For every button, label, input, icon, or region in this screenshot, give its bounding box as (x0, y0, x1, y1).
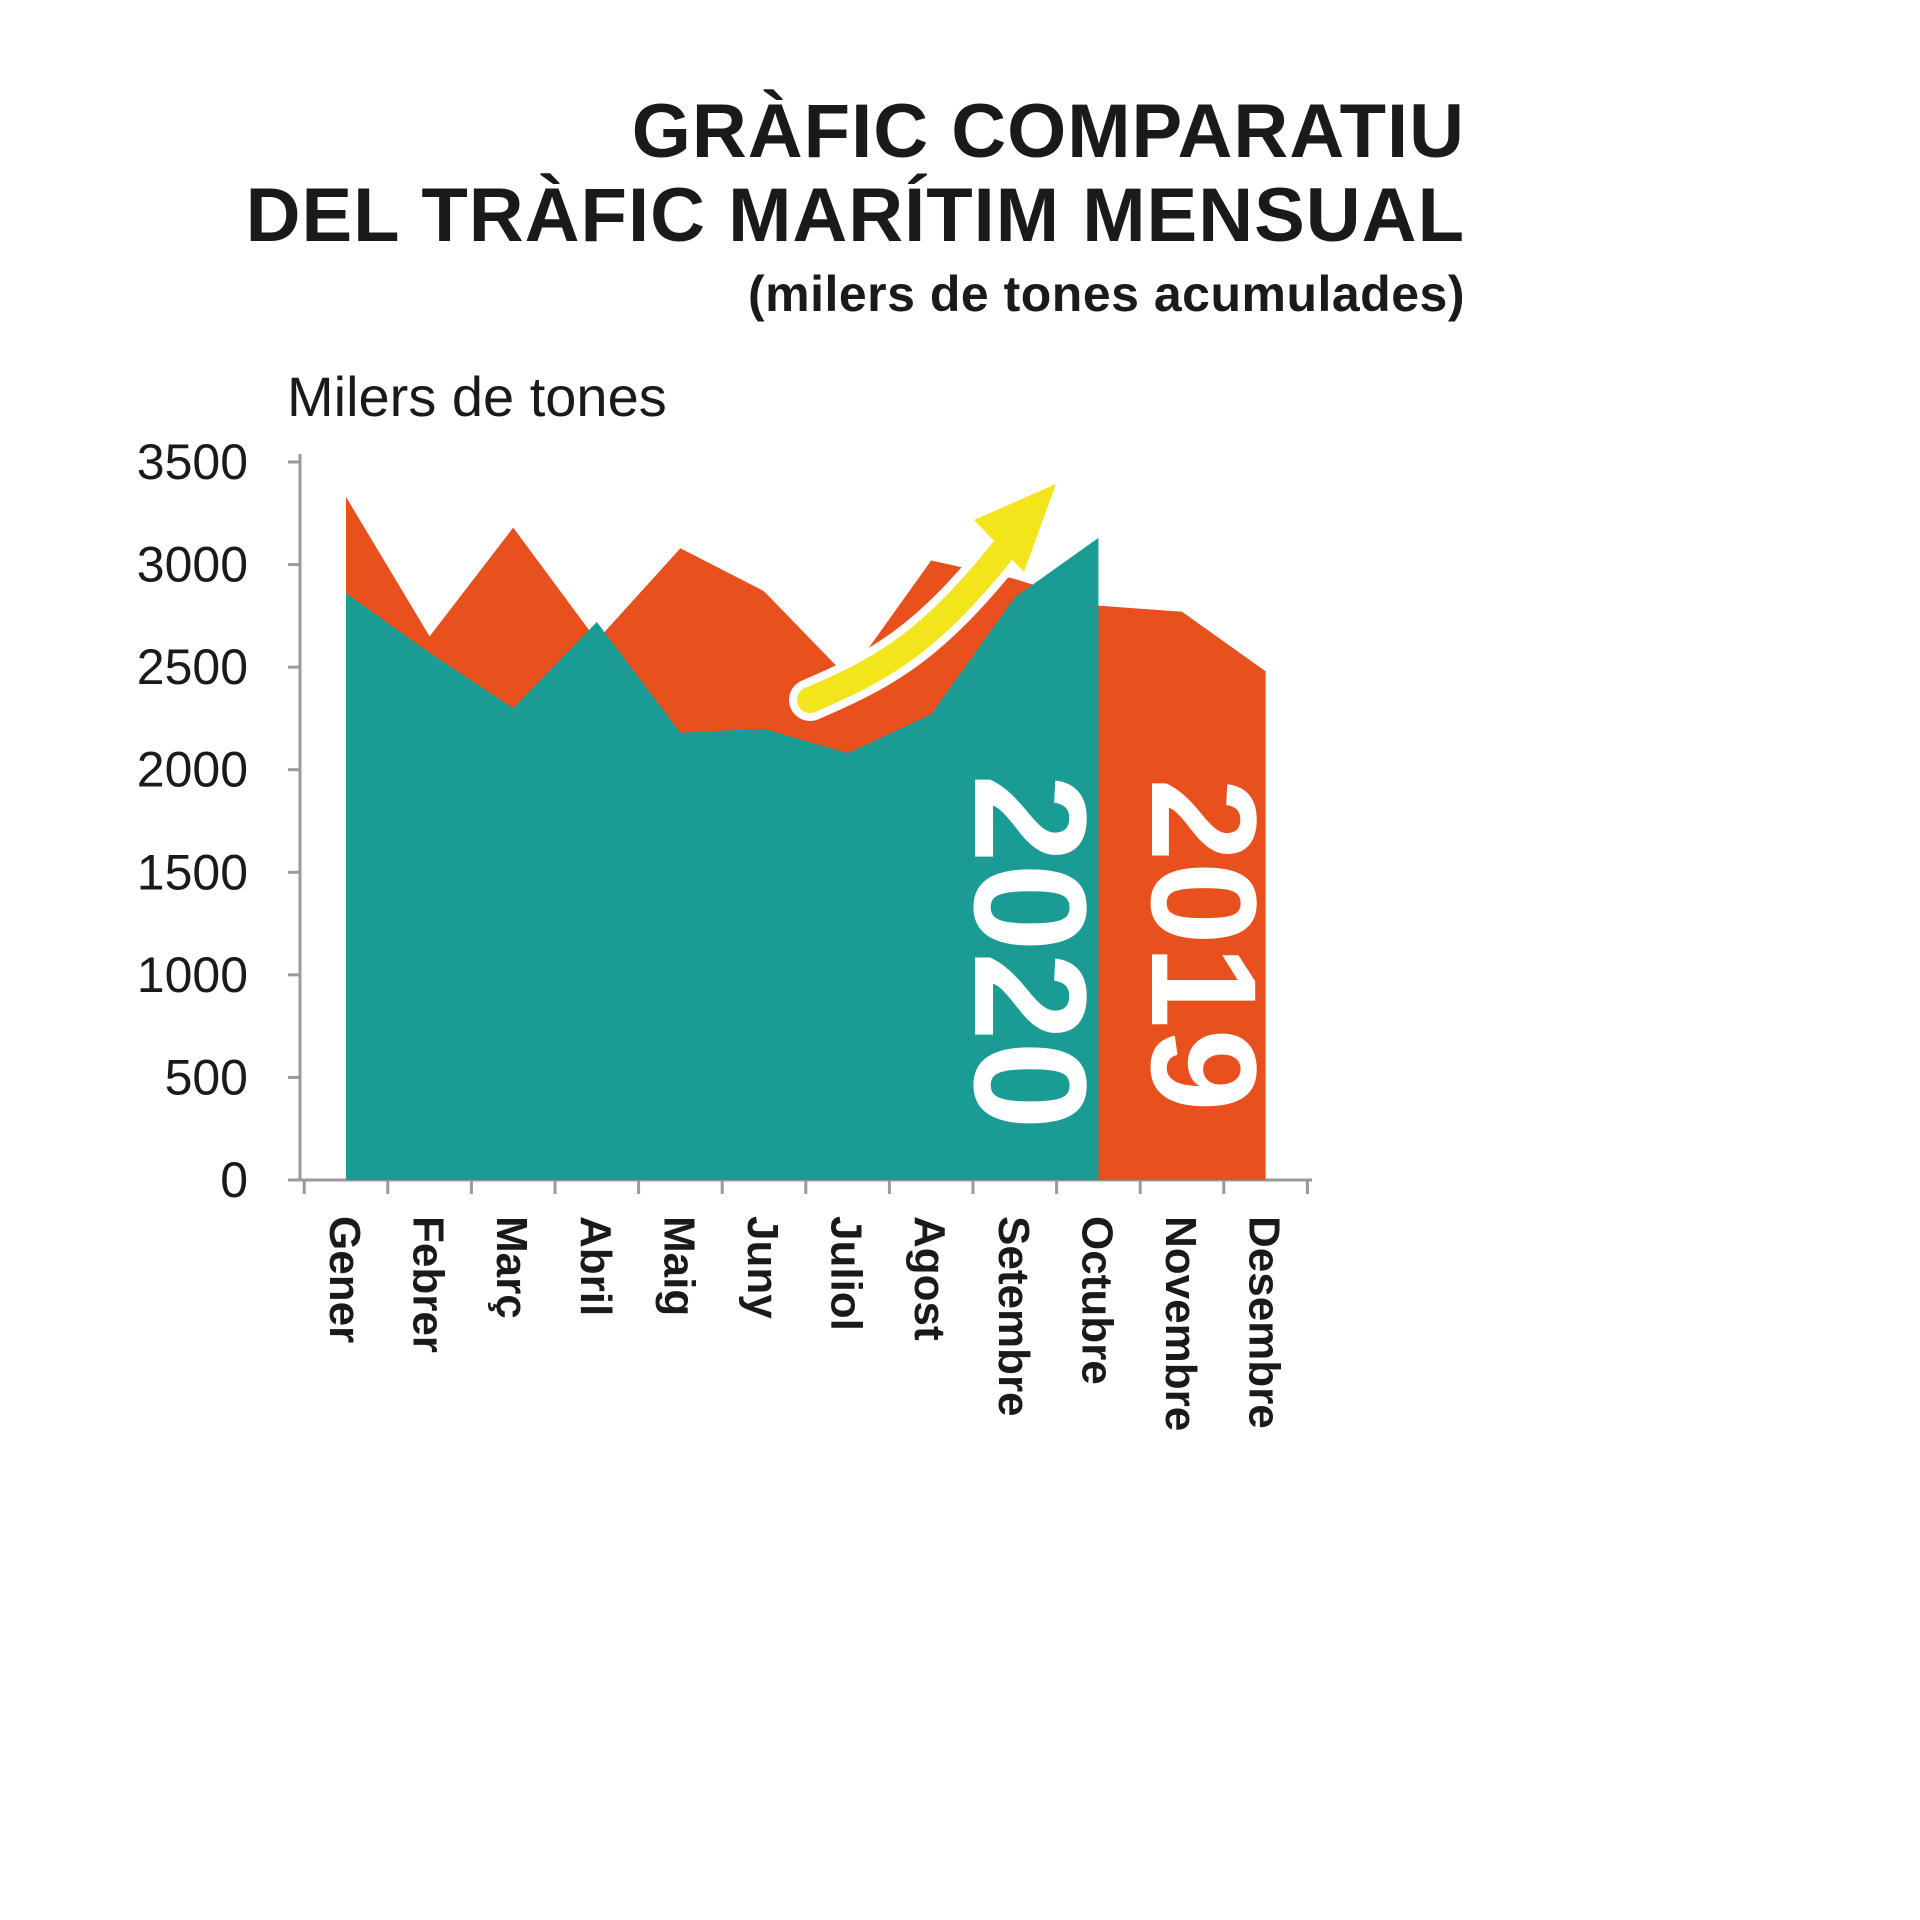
y-tick-label: 1500 (137, 844, 248, 900)
x-tick-label-novembre: Novembre (1156, 1216, 1205, 1431)
series-label-2020: 2020 (941, 774, 1120, 1130)
x-tick-label-juny: Juny (738, 1216, 787, 1319)
y-tick-label: 3500 (137, 434, 248, 490)
y-tick-label: 1000 (137, 947, 248, 1003)
chart-title: GRÀFIC COMPARATIU DEL TRÀFIC MARÍTIM MEN… (246, 90, 1465, 326)
y-tick-label: 2000 (137, 742, 248, 798)
x-tick-label-octubre: Octubre (1072, 1216, 1121, 1385)
y-tick-label: 0 (220, 1152, 248, 1208)
x-tick-label-febrer: Febrer (404, 1216, 453, 1353)
chart-title-line1: GRÀFIC COMPARATIU (631, 89, 1465, 174)
trend-arrow-icon (797, 535, 1018, 713)
area-2020 (346, 537, 1099, 1180)
x-tick-label-setembre: Setembre (989, 1216, 1038, 1417)
trend-arrow-head (974, 484, 1056, 572)
x-tick-label-juliol: Juliol (822, 1216, 871, 1331)
y-tick-label: 3000 (137, 537, 248, 593)
x-tick-label-maig: Maig (654, 1216, 703, 1316)
x-tick-label-març: Març (487, 1216, 536, 1319)
x-tick-label-gener: Gener (320, 1216, 369, 1343)
x-tick-label-agost: Agost (905, 1216, 954, 1341)
chart-subtitle: (milers de tones acumulades) (747, 266, 1465, 323)
y-axis-caption: Milers de tones (287, 365, 667, 428)
y-tick-label: 2500 (137, 639, 248, 695)
x-tick-label-abril: Abril (571, 1216, 620, 1316)
chart-title-line2: DEL TRÀFIC MARÍTIM MENSUAL (245, 172, 1465, 258)
x-tick-label-desembre: Desembre (1240, 1216, 1289, 1429)
series-label-2019: 2019 (1120, 778, 1288, 1112)
y-tick-label: 500 (165, 1049, 248, 1105)
